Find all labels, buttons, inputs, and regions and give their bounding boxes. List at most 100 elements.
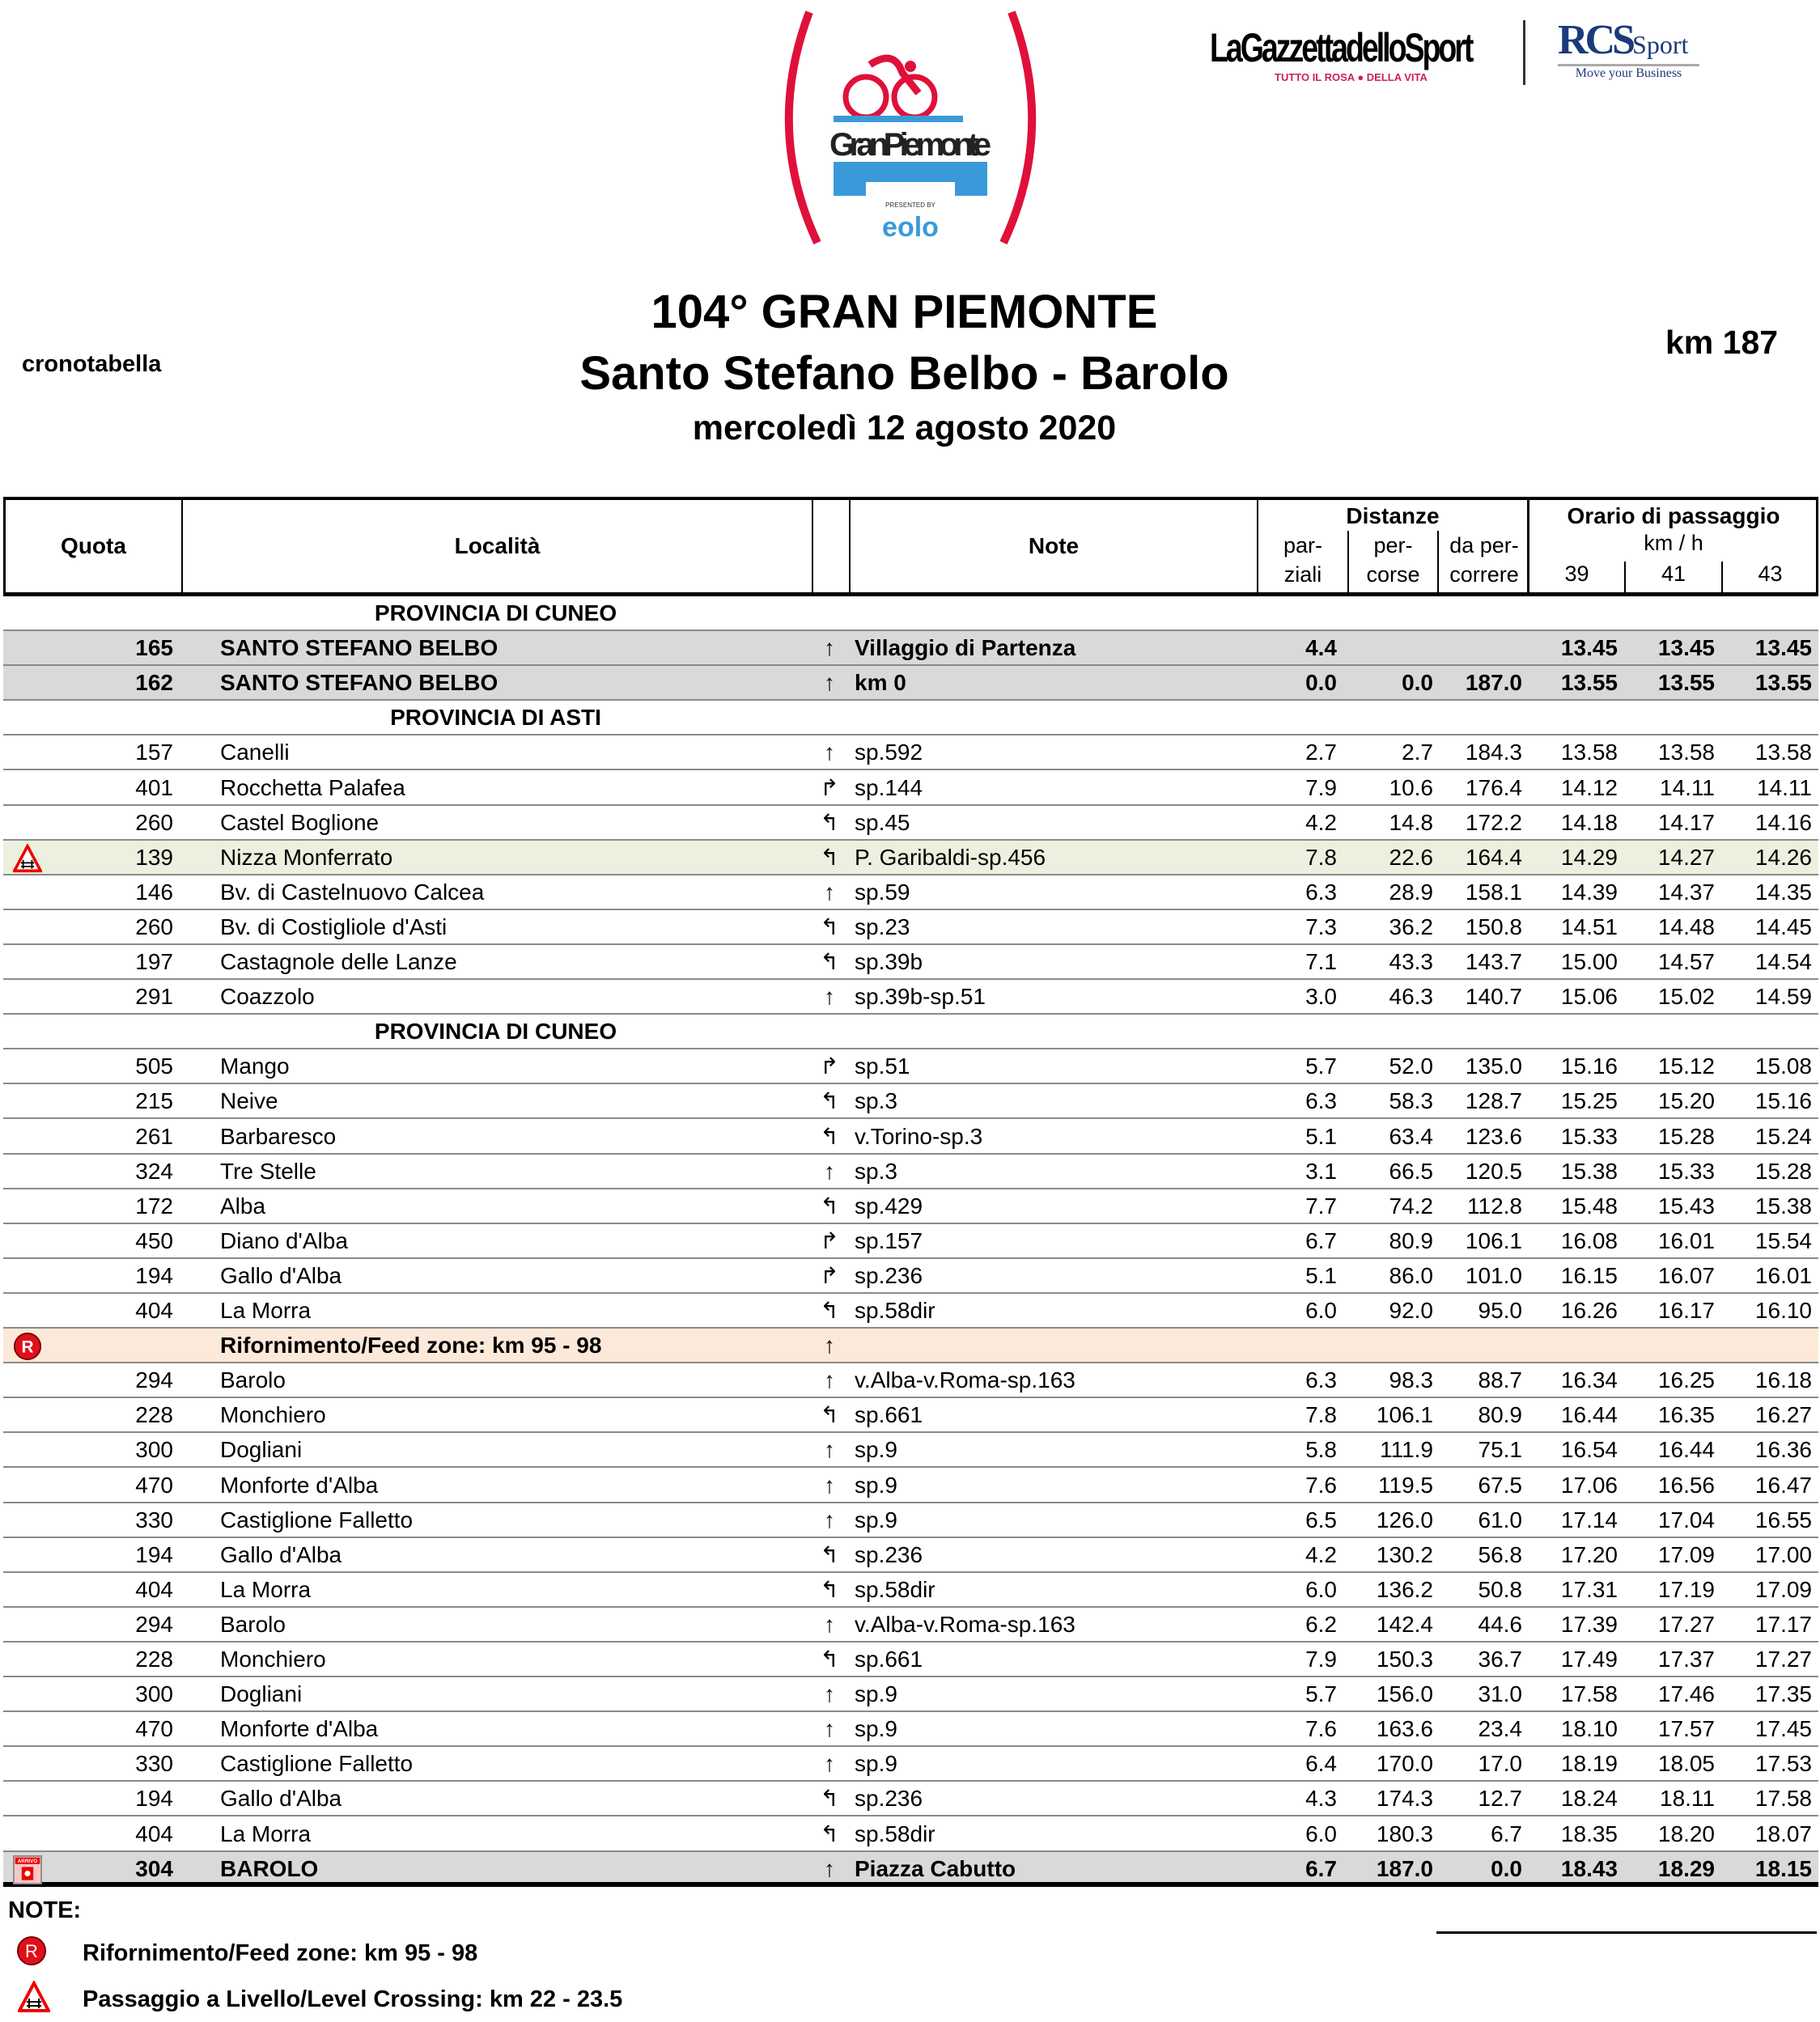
note: v.Torino-sp.3 xyxy=(855,1123,983,1149)
note: P. Garibaldi-sp.456 xyxy=(855,844,1046,870)
distance-partial: 7.7 xyxy=(1305,1193,1337,1219)
location: Castiglione Falletto xyxy=(220,1751,414,1777)
time-41kmh: 14.17 xyxy=(1657,809,1715,835)
location: La Morra xyxy=(220,1821,312,1846)
direction-left-icon: ↰ xyxy=(820,1298,839,1323)
direction-straight-icon: ↑ xyxy=(824,879,835,905)
note: sp.429 xyxy=(855,1193,923,1219)
time-41kmh: 15.28 xyxy=(1657,1123,1715,1149)
time-39kmh: 15.38 xyxy=(1560,1158,1618,1184)
time-41kmh: 14.48 xyxy=(1657,914,1715,939)
location: SANTO STEFANO BELBO xyxy=(220,635,498,661)
direction-straight-icon: ↑ xyxy=(824,635,835,661)
race-title: 104° GRAN PIEMONTE xyxy=(651,286,1158,338)
distance-covered: 63.4 xyxy=(1389,1123,1434,1149)
time-43kmh: 16.18 xyxy=(1754,1367,1812,1393)
note: sp.9 xyxy=(855,1716,897,1742)
direction-left-icon: ↰ xyxy=(820,1123,839,1149)
location: Gallo d'Alba xyxy=(220,1786,342,1812)
distance-covered: 43.3 xyxy=(1389,949,1434,974)
altitude: 157 xyxy=(135,740,173,765)
time-41kmh: 15.43 xyxy=(1657,1193,1715,1219)
distance-partial: 5.1 xyxy=(1305,1123,1337,1149)
time-41kmh: 17.19 xyxy=(1657,1576,1715,1602)
distance-remaining: 12.7 xyxy=(1478,1786,1523,1812)
distance-remaining: 95.0 xyxy=(1478,1298,1523,1323)
direction-right-icon: ↱ xyxy=(820,774,839,800)
distance-covered: 22.6 xyxy=(1389,844,1434,870)
altitude: 260 xyxy=(135,914,173,939)
note: sp.58dir xyxy=(855,1298,935,1323)
distance-covered: 98.3 xyxy=(1389,1367,1434,1393)
province-name: PROVINCIA DI CUNEO xyxy=(374,600,617,625)
header-kmh: km / h xyxy=(1644,531,1703,555)
table-row: 505 Mango ↱ sp.51 5.7 52.0 135.0 15.16 15.12 15.0… xyxy=(3,1049,1818,1085)
note: km 0 xyxy=(855,670,906,696)
note: v.Alba-v.Roma-sp.163 xyxy=(855,1367,1075,1393)
distance-partial: 6.0 xyxy=(1305,1576,1337,1602)
distance-partial: 3.0 xyxy=(1305,984,1337,1010)
distance-covered: 92.0 xyxy=(1389,1298,1434,1323)
time-43kmh: 13.58 xyxy=(1754,740,1812,765)
header-distanze: Distanze xyxy=(1258,500,1529,592)
note: sp.45 xyxy=(855,809,910,835)
distance-remaining: 88.7 xyxy=(1478,1367,1523,1393)
direction-left-icon: ↰ xyxy=(820,1821,839,1846)
time-39kmh: 17.20 xyxy=(1560,1541,1618,1567)
table-row: ARRIVO 304 BAROLO ↑ Piazza Cabutto 6.7 187.0 0.… xyxy=(3,1851,1818,1887)
distance-partial: 4.4 xyxy=(1305,635,1337,661)
distance-covered: 14.8 xyxy=(1389,809,1434,835)
note: sp.592 xyxy=(855,740,923,765)
altitude: 330 xyxy=(135,1751,173,1777)
distance-covered: 10.6 xyxy=(1389,774,1434,800)
distance-covered: 150.3 xyxy=(1376,1647,1433,1672)
table-row: 294 Barolo ↑ v.Alba-v.Roma-sp.163 6.3 98.3 88.… xyxy=(3,1363,1818,1399)
distance-partial: 5.7 xyxy=(1305,1681,1337,1707)
altitude: 172 xyxy=(135,1193,173,1219)
table-row: 330 Castiglione Falletto ↑ sp.9 6.5 126.0 61.0… xyxy=(3,1503,1818,1538)
altitude: 401 xyxy=(135,774,173,800)
time-43kmh: 18.07 xyxy=(1754,1821,1812,1846)
direction-left-icon: ↰ xyxy=(820,844,839,870)
time-43kmh: 14.11 xyxy=(1757,774,1812,800)
direction-straight-icon: ↑ xyxy=(824,1855,835,1881)
note: sp.51 xyxy=(855,1053,910,1079)
location: Neive xyxy=(220,1088,278,1114)
direction-straight-icon: ↑ xyxy=(824,1333,835,1359)
time-39kmh: 13.45 xyxy=(1560,635,1618,661)
distance-covered: 126.0 xyxy=(1376,1507,1433,1532)
header-speed-39: 39 xyxy=(1529,562,1626,592)
total-distance: km 187 xyxy=(1665,324,1779,361)
note: sp.9 xyxy=(855,1472,897,1498)
note: sp.23 xyxy=(855,914,910,939)
location: Monchiero xyxy=(220,1402,326,1428)
distance-remaining: 106.1 xyxy=(1465,1227,1522,1253)
location: Gallo d'Alba xyxy=(220,1541,342,1567)
altitude: 404 xyxy=(135,1821,173,1846)
province-name: PROVINCIA DI ASTI xyxy=(390,705,601,731)
feed-zone-icon: R xyxy=(13,1333,42,1361)
time-39kmh: 17.14 xyxy=(1560,1507,1618,1532)
level-crossing-icon xyxy=(13,843,42,872)
distance-covered: 80.9 xyxy=(1389,1227,1434,1253)
distance-remaining: 184.3 xyxy=(1465,740,1522,765)
distance-partial: 7.3 xyxy=(1305,914,1337,939)
table-row: 172 Alba ↰ sp.429 7.7 74.2 112.8 15.48 15.43 15.3… xyxy=(3,1189,1818,1224)
note: sp.9 xyxy=(855,1437,897,1463)
race-date: mercoledì 12 agosto 2020 xyxy=(692,409,1117,447)
distance-partial: 6.4 xyxy=(1305,1751,1337,1777)
distance-remaining: 143.7 xyxy=(1465,949,1522,974)
distance-partial: 0.0 xyxy=(1305,670,1337,696)
time-39kmh: 17.39 xyxy=(1560,1611,1618,1637)
location: Coazzolo xyxy=(220,984,315,1010)
location: Barbaresco xyxy=(220,1123,337,1149)
time-39kmh: 18.43 xyxy=(1560,1855,1618,1881)
time-43kmh: 14.54 xyxy=(1754,949,1812,974)
table-row: 228 Monchiero ↰ sp.661 7.9 150.3 36.7 17.49 17.3… xyxy=(3,1643,1818,1678)
time-41kmh: 17.27 xyxy=(1657,1611,1715,1637)
location: Castiglione Falletto xyxy=(220,1507,414,1532)
distance-remaining: 172.2 xyxy=(1465,809,1522,835)
distance-partial: 6.7 xyxy=(1305,1855,1337,1881)
level-crossing-icon xyxy=(18,1981,50,2012)
time-41kmh: 16.07 xyxy=(1657,1262,1715,1288)
